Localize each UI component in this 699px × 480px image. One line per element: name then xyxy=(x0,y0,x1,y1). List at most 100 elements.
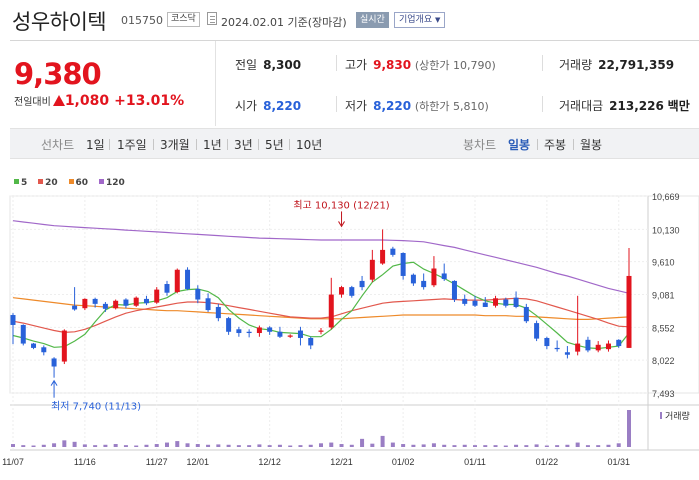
volume-bar xyxy=(370,443,375,447)
volume-bar xyxy=(524,445,529,447)
candle-body xyxy=(277,331,283,337)
y-tick-label: 9,610 xyxy=(652,258,675,268)
legend-ma120[interactable]: 120 xyxy=(98,178,125,188)
candle-body xyxy=(246,331,252,334)
x-tick-label: 01/11 xyxy=(464,457,486,467)
volume-bar xyxy=(123,445,128,447)
x-tick-label: 11/27 xyxy=(146,457,168,467)
legend-swatch xyxy=(38,179,44,184)
prev-close-value: 8,300 xyxy=(263,58,302,72)
candles xyxy=(10,229,632,378)
high-annotation: 최고 10,130 (12/21) xyxy=(293,199,389,211)
candle-body xyxy=(523,306,529,322)
volume-bar xyxy=(627,410,631,447)
stat-low: 저가 8,220 (하한가 5,810) xyxy=(345,97,489,114)
company-info-dropdown[interactable]: 기업개요 ▼ xyxy=(394,12,446,28)
divider xyxy=(542,96,543,112)
y-tick-label: 7,493 xyxy=(652,389,675,399)
x-tick-label: 01/31 xyxy=(607,457,630,467)
candle-body xyxy=(174,269,180,293)
volume-swatch xyxy=(660,412,662,419)
open-label: 시가 xyxy=(235,99,258,113)
volume-bar xyxy=(493,445,498,447)
volume-bar xyxy=(21,445,26,447)
quote-stats: 전일 8,300 고가 9,830 (상한가 10,790) 거래량 22,791,3… xyxy=(217,41,699,126)
volume-bar xyxy=(52,443,57,447)
period-bar: 선차트 1일 1주일 3개월 1년 3년 5년 10년 봉차트 일봉 주봉 월봉 xyxy=(10,128,699,159)
volume-bar xyxy=(277,444,282,447)
volume-label: 거래량 xyxy=(559,58,593,72)
volume-bar xyxy=(267,445,272,447)
candle-body xyxy=(493,298,499,306)
volume-bar xyxy=(431,443,436,447)
change-row: 전일대비 1,080 +13.01% xyxy=(14,93,184,109)
candle-weekly[interactable]: 주봉 xyxy=(544,138,567,152)
x-tick-label: 12/21 xyxy=(330,457,353,467)
legend-ma5[interactable]: 5 xyxy=(14,178,27,188)
candle-monthly[interactable]: 월봉 xyxy=(580,138,603,152)
period-3y[interactable]: 3년 xyxy=(234,138,253,152)
volume-bar xyxy=(236,445,241,447)
volume-bar xyxy=(134,445,139,447)
candle-body xyxy=(51,358,57,367)
candle-body xyxy=(554,347,560,350)
period-5y[interactable]: 5년 xyxy=(265,138,284,152)
candle-body xyxy=(359,280,365,288)
realtime-button[interactable]: 실시간 xyxy=(356,12,389,28)
volume-bar xyxy=(544,445,549,447)
volume-bars: 거래량 xyxy=(11,410,690,447)
candle-body xyxy=(431,268,437,286)
candle-body xyxy=(92,298,98,304)
axis-ticks: 10,669 10,130 9,610 9,081 8,552 8,022 7,493 11/… xyxy=(2,192,679,467)
change-label: 전일대비 xyxy=(14,97,51,108)
volume-bar xyxy=(503,445,508,447)
volume-bar xyxy=(565,444,570,447)
volume-bar xyxy=(113,444,118,447)
volume-bar xyxy=(11,444,15,447)
legend-ma60[interactable]: 60 xyxy=(68,178,88,188)
volume-bar xyxy=(319,443,323,447)
period-1w[interactable]: 1주일 xyxy=(117,138,147,152)
candle-body xyxy=(102,303,108,309)
volume-bar xyxy=(411,444,416,447)
volume-bar xyxy=(575,442,580,447)
volume-bar xyxy=(216,444,221,447)
period-3m[interactable]: 3개월 xyxy=(160,138,190,152)
candle-body xyxy=(390,248,396,255)
candle-body xyxy=(20,324,26,344)
arrow-head xyxy=(50,379,58,386)
chevron-down-icon: ▼ xyxy=(435,16,441,24)
volume-label: 거래량 xyxy=(665,410,690,422)
legend-label: 20 xyxy=(45,178,58,188)
y-tick-label: 10,130 xyxy=(652,225,680,235)
legend-ma20[interactable]: 20 xyxy=(38,178,58,188)
y-tick-label: 8,552 xyxy=(652,323,675,333)
volume-bar xyxy=(462,444,467,447)
volume-bar xyxy=(31,445,36,447)
chart-legend: 5 20 60 120 xyxy=(14,178,133,188)
candle-body xyxy=(226,318,232,332)
candle-body xyxy=(575,343,581,352)
upper-limit: (상한가 10,790) xyxy=(414,59,496,72)
candle-daily[interactable]: 일봉 xyxy=(508,138,531,152)
volume-bar xyxy=(483,445,488,447)
candle-body xyxy=(451,280,457,300)
legend-swatch xyxy=(14,179,19,184)
ma20-line xyxy=(12,297,630,334)
candle-body xyxy=(482,302,488,307)
price-panel: 9,380 전일대비 1,080 +13.01% xyxy=(10,41,216,126)
candle-body xyxy=(421,280,427,288)
volume-bar xyxy=(349,444,354,447)
volume-bar xyxy=(514,444,519,447)
document-icon[interactable] xyxy=(207,12,217,25)
company-name[interactable]: 성우하이텍 xyxy=(12,10,107,34)
change-percent: +13.01% xyxy=(114,93,185,109)
volume-bar xyxy=(585,445,590,447)
candle-body xyxy=(82,298,88,309)
period-1d[interactable]: 1일 xyxy=(86,138,105,152)
candle-body xyxy=(544,337,550,347)
candle-body xyxy=(215,306,221,319)
period-1y[interactable]: 1년 xyxy=(203,138,222,152)
period-10y[interactable]: 10년 xyxy=(296,138,323,152)
